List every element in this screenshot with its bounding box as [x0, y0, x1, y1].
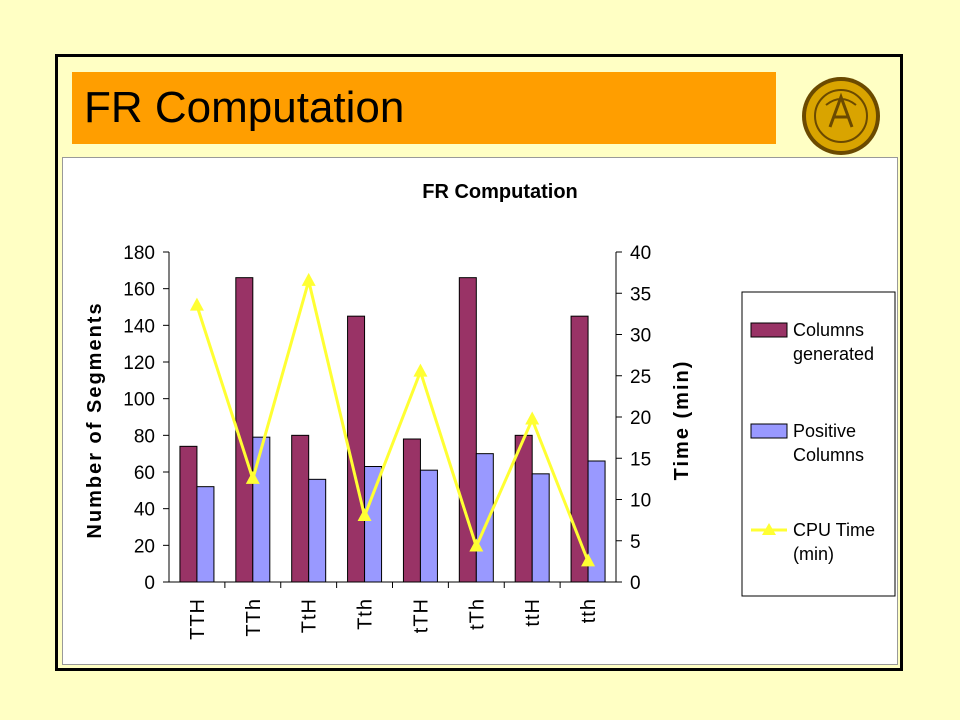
bar-positive-columns — [196, 486, 215, 583]
chart-title: FR Computation — [422, 181, 578, 203]
cpu-time-marker — [301, 272, 316, 286]
legend-label-positive-columns-2: Columns — [793, 445, 864, 465]
x-tick-label: Tth — [355, 598, 377, 630]
title-banner: FR Computation — [72, 72, 776, 144]
y2-tick-label: 30 — [630, 326, 651, 347]
y2-tick-label: 15 — [630, 449, 651, 470]
y-tick-label: 80 — [134, 426, 155, 447]
cpu-time-marker — [357, 508, 372, 521]
y2-tick-label: 0 — [630, 573, 641, 594]
bar-positive-columns — [308, 478, 327, 583]
legend-box — [741, 291, 896, 597]
combo-chart: FR Computation Number of Segments Time (… — [84, 181, 896, 640]
cpu-time-marker — [525, 411, 540, 425]
y-tick-label: 160 — [123, 280, 155, 301]
y-tick-label: 60 — [134, 463, 155, 484]
y2-tick-label: 20 — [630, 408, 651, 429]
y-tick-label: 180 — [123, 243, 155, 264]
slide-title: FR Computation — [84, 83, 405, 132]
bar-columns-generated — [402, 438, 421, 583]
legend-swatch-positive-columns — [750, 423, 788, 439]
y2-tick-label: 35 — [630, 284, 651, 305]
x-tick-label: TTh — [243, 598, 265, 637]
cpu-time-marker — [413, 363, 428, 377]
cpu-time-marker — [581, 553, 596, 567]
y-tick-label: 140 — [123, 316, 155, 337]
x-tick-label: TTH — [187, 598, 209, 640]
y2-tick-label: 40 — [630, 243, 651, 264]
y-tick-label: 120 — [123, 353, 155, 374]
cpu-time-line — [195, 274, 590, 562]
y-tick-label: 20 — [134, 536, 155, 557]
legend-label-columns-generated-2: generated — [793, 344, 874, 364]
y2-tick-label: 5 — [630, 532, 641, 553]
y-tick-label: 100 — [123, 390, 155, 411]
x-tick-label: tTh — [466, 598, 488, 630]
y2-tick-label: 10 — [630, 491, 651, 512]
legend: Columns generated Positive Columns CPU T… — [741, 291, 896, 597]
cpu-time-marker — [189, 297, 204, 311]
legend-swatch-columns-generated — [750, 322, 788, 338]
y-tick-label: 40 — [134, 500, 155, 521]
bar-positive-columns — [252, 436, 271, 583]
legend-label-columns-generated-1: Columns — [793, 320, 864, 340]
bar-positive-columns — [364, 466, 383, 583]
x-tick-label: tth — [578, 598, 600, 623]
bar-columns-generated — [514, 434, 533, 583]
y-axis-label: Number of Segments — [84, 301, 106, 538]
cpu-time-marker — [245, 470, 260, 484]
legend-swatch-cpu-marker — [762, 523, 776, 535]
bar-positive-columns — [475, 453, 494, 583]
bar-columns-generated — [291, 434, 310, 583]
legend-label-positive-columns-1: Positive — [793, 421, 856, 441]
bar-positive-columns — [531, 473, 550, 583]
y-tick-label: 0 — [144, 573, 155, 594]
university-seal-icon — [800, 75, 882, 157]
legend-label-cpu-time-2: (min) — [793, 544, 834, 564]
cpu-time-marker — [469, 538, 484, 552]
y2-tick-label: 25 — [630, 367, 651, 388]
legend-label-cpu-time-1: CPU Time — [793, 520, 875, 540]
bar-positive-columns — [419, 469, 438, 583]
x-tick-label: tTH — [410, 598, 432, 633]
bar-columns-generated — [179, 445, 198, 583]
x-tick-label: TtH — [299, 598, 321, 633]
y2-axis-label: Time (min) — [671, 360, 693, 481]
chart-area: FR Computation Number of Segments Time (… — [62, 157, 898, 665]
x-tick-label: ttH — [522, 598, 544, 627]
